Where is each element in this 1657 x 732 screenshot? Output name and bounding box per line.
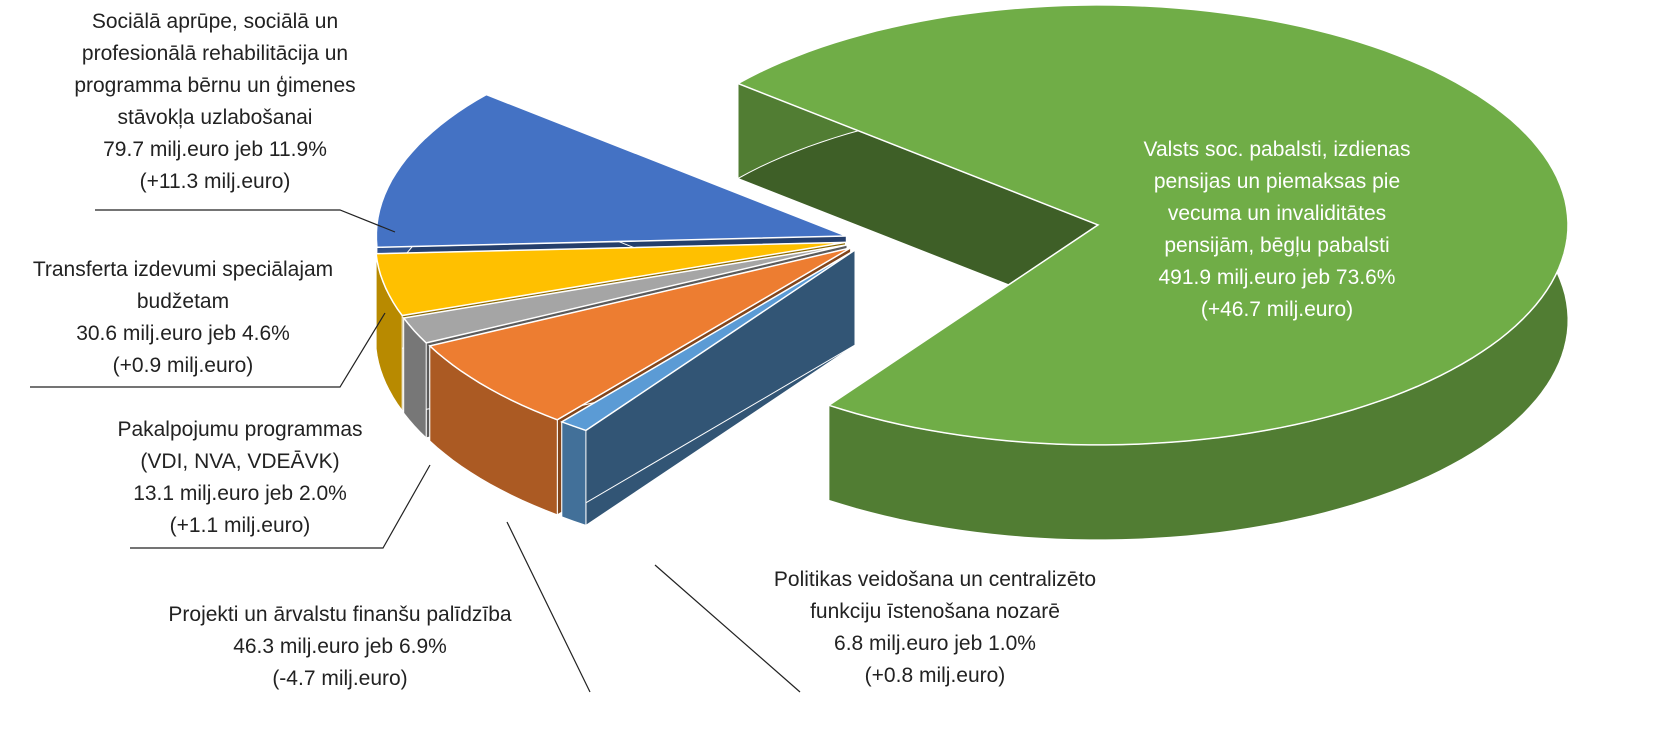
label-value: (+0.8 milj.euro): [865, 664, 1006, 687]
label-name: Transferta izdevumi speciālajam: [33, 258, 333, 281]
leader-line: [30, 312, 386, 388]
slice: [402, 244, 848, 344]
label-value: 6.8 milj.euro jeb 1.0%: [834, 632, 1036, 655]
data-label: Sociālā aprūpe, sociālā un profesionālā r…: [74, 10, 355, 193]
slice-side: [561, 421, 587, 527]
label-value: 79.7 milj.euro jeb 11.9%: [103, 138, 327, 161]
leader-line: [654, 564, 801, 693]
data-label: Pakalpojumu programmas (VDI, NVA, VDEĀVK)…: [117, 418, 362, 537]
label-value: 30.6 milj.euro jeb 4.6%: [76, 322, 290, 345]
slice: [736, 4, 1569, 446]
label-name: Valsts soc. pabalsti, izdienas: [1144, 138, 1411, 161]
label-name: funkciju īstenošana nozarē: [810, 600, 1060, 623]
slice: [560, 249, 856, 432]
label-name: pensijas un piemaksas pie: [1154, 170, 1400, 193]
label-value: 46.3 milj.euro jeb 6.9%: [233, 635, 447, 658]
label-name: pensijām, bēgļu pabalsti: [1164, 234, 1389, 257]
label-name: Politikas veidošana un centralizēto: [774, 568, 1096, 591]
label-value: (-4.7 milj.euro): [272, 667, 407, 690]
label-name: (VDI, NVA, VDEĀVK): [140, 450, 339, 473]
label-name: Projekti un ārvalstu finanšu palīdzība: [168, 603, 512, 626]
label-name: Pakalpojumu programmas: [117, 418, 362, 441]
label-name: Sociālā aprūpe, sociālā un: [92, 10, 338, 33]
leader-line: [95, 209, 396, 233]
leader-line: [506, 521, 591, 693]
label-name: budžetam: [137, 290, 229, 313]
label-value: 491.9 milj.euro jeb 73.6%: [1159, 266, 1396, 289]
label-value: (+11.3 milj.euro): [140, 170, 291, 193]
label-value: (+0.9 milj.euro): [113, 354, 254, 377]
leader-line: [130, 464, 431, 549]
slice: [375, 241, 846, 317]
label-name: profesionālā rehabilitācija un: [82, 42, 348, 65]
slice: [428, 247, 851, 421]
label-value: 13.1 milj.euro jeb 2.0%: [133, 482, 347, 505]
data-label: Transferta izdevumi speciālajam budžetam 3…: [33, 258, 333, 377]
data-label: Politikas veidošana un centralizēto funkc…: [774, 568, 1096, 687]
label-value: (+46.7 milj.euro): [1201, 298, 1353, 321]
data-label: Valsts soc. pabalsti, izdienas pensijas u…: [1144, 138, 1411, 321]
label-name: vecuma un invaliditātes: [1168, 202, 1386, 225]
label-value: (+1.1 milj.euro): [170, 514, 311, 537]
label-name: stāvokļa uzlabošanai: [118, 106, 313, 129]
label-name: programma bērnu un ģimenes: [74, 74, 355, 97]
data-label: Projekti un ārvalstu finanšu palīdzība 46…: [168, 603, 512, 690]
